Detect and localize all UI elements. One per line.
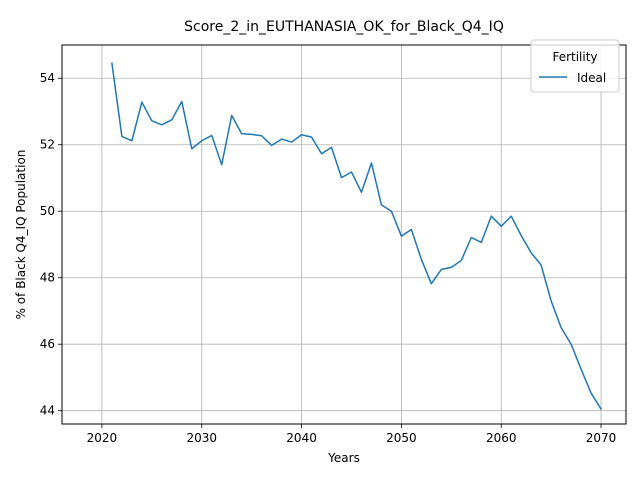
x-tick-label: 2030 — [186, 431, 217, 445]
x-tick-label: 2060 — [486, 431, 517, 445]
x-tick-label: 2040 — [286, 431, 317, 445]
series-line-ideal — [111, 62, 603, 411]
series-layer — [111, 62, 603, 411]
y-axis-ticks: 44 46 48 50 52 54 — [40, 71, 62, 418]
legend-box — [530, 39, 620, 93]
y-tick-label: 52 — [40, 138, 55, 152]
y-axis-label: % of Black Q4_IQ Population — [14, 150, 28, 320]
x-axis-label: Years — [327, 451, 360, 465]
y-tick-label: 46 — [40, 337, 55, 351]
x-tick-label: 2050 — [386, 431, 417, 445]
plot-frame — [61, 44, 627, 425]
grid-lines — [62, 45, 626, 424]
x-tick-label: 2070 — [586, 431, 617, 445]
y-tick-label: 50 — [40, 204, 55, 218]
x-axis-ticks: 2020 2030 2040 2050 2060 2070 — [87, 424, 617, 445]
y-tick-label: 48 — [40, 271, 55, 285]
legend: Fertility Ideal — [530, 39, 620, 93]
chart-title: Score_2_in_EUTHANASIA_OK_for_Black_Q4_IQ — [184, 19, 504, 35]
legend-title: Fertility — [552, 50, 597, 64]
y-tick-label: 54 — [40, 71, 55, 85]
x-tick-label: 2020 — [87, 431, 118, 445]
legend-label-ideal: Ideal — [577, 71, 606, 85]
y-tick-label: 44 — [40, 404, 55, 418]
